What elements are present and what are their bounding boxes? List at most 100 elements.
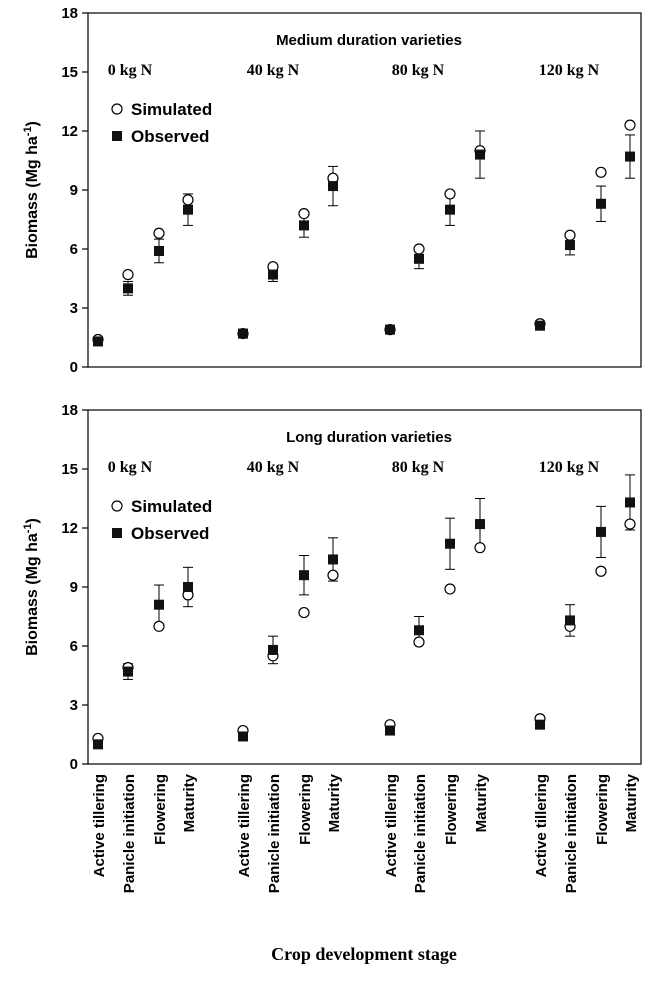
y-axis-label: Biomass (Mg ha-1) (22, 518, 41, 656)
observed-point (328, 181, 338, 192)
observed-point (268, 644, 278, 655)
observed-point (535, 719, 545, 730)
observed-point (385, 725, 395, 736)
simulated-point (444, 188, 456, 200)
observed-point (328, 554, 338, 565)
x-category-label: Maturity (181, 773, 198, 832)
y-tick-label: 6 (70, 638, 78, 655)
simulated-point (624, 518, 636, 530)
observed-point (445, 538, 455, 549)
y-tick-label: 3 (70, 697, 78, 714)
observed-point (154, 599, 164, 610)
simulated-point (413, 636, 425, 648)
simulated-point (474, 542, 486, 554)
x-category-label: Maturity (326, 773, 343, 832)
observed-point (565, 615, 575, 626)
x-category-labels: Active tillering Panicle initiation Flower… (91, 773, 640, 893)
y-tick-label: 0 (70, 756, 78, 773)
observed-point (414, 625, 424, 636)
y-tick-label: 0 (70, 359, 78, 376)
simulated-point (413, 243, 425, 255)
x-category-label: Flowering (594, 774, 611, 845)
observed-point (625, 497, 635, 508)
observed-point (268, 269, 278, 280)
simulated-point (298, 208, 310, 220)
y-tick-label: 15 (61, 64, 78, 81)
nitrogen-group-label: 40 kg N (247, 62, 300, 79)
legend-simulated-label: Simulated (131, 497, 212, 516)
nitrogen-group-label: 0 kg N (108, 62, 153, 79)
panel-title: Medium duration varieties (276, 32, 462, 49)
x-category-label: Flowering (443, 774, 460, 845)
nitrogen-group-label: 0 kg N (108, 459, 153, 476)
nitrogen-group-label: 40 kg N (247, 459, 300, 476)
observed-point (385, 324, 395, 335)
x-category-label: Flowering (152, 774, 169, 845)
observed-point (93, 739, 103, 750)
x-category-label: Panicle initiation (121, 774, 138, 893)
y-tick-label: 3 (70, 300, 78, 317)
simulated-point (327, 569, 339, 581)
simulated-point (564, 229, 576, 241)
observed-point (565, 240, 575, 251)
x-category-label: Maturity (473, 773, 490, 832)
observed-point (154, 245, 164, 256)
observed-point (93, 336, 103, 347)
legend-observed-marker (112, 528, 122, 538)
simulated-point (182, 194, 194, 206)
observed-point (238, 328, 248, 339)
simulated-point (595, 166, 607, 178)
observed-point (299, 570, 309, 581)
observed-point (445, 204, 455, 215)
x-category-label: Panicle initiation (412, 774, 429, 893)
y-tick-label: 6 (70, 241, 78, 258)
observed-point (123, 666, 133, 677)
y-tick-label: 12 (61, 520, 78, 537)
observed-point (183, 582, 193, 592)
legend: Simulated Observed (111, 497, 212, 543)
legend-observed-label: Observed (131, 127, 209, 146)
x-category-label: Active tillering (91, 774, 108, 877)
nitrogen-group-label: 80 kg N (392, 459, 445, 476)
legend-observed-marker (112, 131, 122, 141)
nitrogen-group-label: 120 kg N (539, 62, 600, 79)
simulated-point (444, 583, 456, 595)
x-category-label: Panicle initiation (563, 774, 580, 893)
observed-point (238, 731, 248, 742)
x-category-label: Active tillering (533, 774, 550, 877)
simulated-point (298, 606, 310, 619)
simulated-point (153, 620, 165, 632)
simulated-point (153, 227, 165, 239)
nitrogen-group-label: 80 kg N (392, 62, 445, 79)
simulated-point (122, 268, 134, 281)
simulated-point (624, 119, 636, 131)
x-category-label: Maturity (623, 773, 640, 832)
observed-point (535, 320, 545, 331)
y-tick-label: 15 (61, 461, 78, 478)
x-category-label: Flowering (297, 774, 314, 845)
legend: Simulated Observed (111, 100, 212, 146)
y-tick-label: 9 (70, 579, 78, 596)
observed-point (475, 149, 485, 160)
y-tick-label: 18 (61, 402, 78, 419)
observed-point (475, 519, 485, 530)
panel-long-duration: 0 3 6 9 12 15 18 Biomass (Mg ha-1) Long duration… (22, 402, 642, 773)
legend-observed-label: Observed (131, 524, 209, 543)
x-category-label: Active tillering (236, 774, 253, 877)
panel-title: Long duration varieties (286, 429, 452, 446)
legend-simulated-marker (111, 103, 123, 115)
y-tick-label: 12 (61, 123, 78, 140)
x-category-label: Active tillering (383, 774, 400, 877)
simulated-point (595, 565, 607, 577)
observed-point (299, 220, 309, 231)
x-category-label: Panicle initiation (266, 774, 283, 893)
observed-point (596, 526, 606, 537)
x-axis-label: Crop development stage (271, 944, 457, 964)
legend-simulated-marker (111, 500, 123, 512)
nitrogen-group-label: 120 kg N (539, 459, 600, 476)
observed-point (414, 253, 424, 264)
observed-point (596, 198, 606, 209)
observed-point (625, 151, 635, 162)
legend-simulated-label: Simulated (131, 100, 212, 119)
